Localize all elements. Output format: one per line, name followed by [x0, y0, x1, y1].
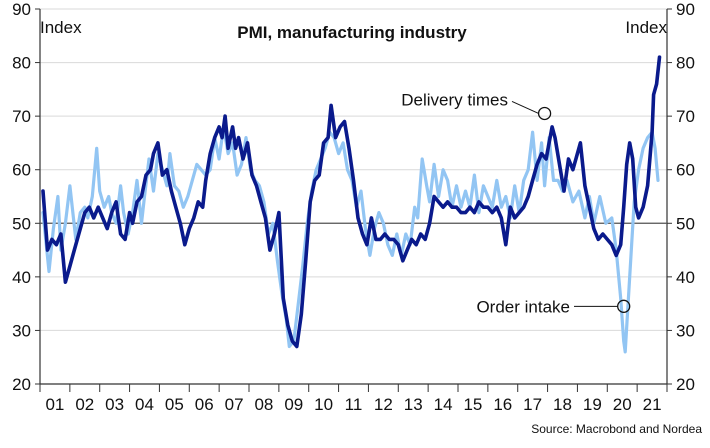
xtick-label-11: 11	[345, 395, 363, 414]
ytick-label-left-30: 30	[12, 321, 31, 340]
ytick-label-left-70: 70	[12, 107, 31, 126]
series-lines	[41, 55, 662, 354]
y-axis-right: 20 30 40 50 60 70 80 90	[667, 0, 695, 394]
annotation-order-intake-marker	[617, 299, 631, 313]
annotation-order-intake-label: Order intake	[476, 297, 570, 316]
series-order-intake-line	[41, 125, 660, 354]
xtick-label-21: 21	[643, 395, 662, 414]
xtick-label-10: 10	[314, 395, 333, 414]
xtick-label-16: 16	[493, 395, 512, 414]
annotation-delivery-times-marker	[537, 106, 552, 121]
annotation-delivery-times-leader	[511, 101, 539, 114]
series-delivery-times-line	[41, 55, 662, 349]
source-note: Source: Macrobond and Nordea	[531, 422, 702, 436]
xtick-label-17: 17	[523, 395, 542, 414]
ytick-label-left-20: 20	[12, 375, 31, 394]
ytick-label-left-40: 40	[12, 268, 31, 287]
ytick-label-right-90: 90	[676, 0, 695, 19]
xtick-label-03: 03	[105, 395, 124, 414]
ytick-label-left-90: 90	[12, 0, 31, 19]
y-axis-right-label: Index	[625, 18, 667, 37]
xtick-label-18: 18	[553, 395, 572, 414]
ytick-label-right-50: 50	[676, 214, 695, 233]
y-axis-left-label: Index	[40, 18, 82, 37]
xtick-label-15: 15	[463, 395, 482, 414]
xtick-label-07: 07	[225, 395, 244, 414]
xtick-label-04: 04	[135, 395, 154, 414]
ytick-label-right-60: 60	[676, 161, 695, 180]
ytick-label-left-80: 80	[12, 54, 31, 73]
xtick-label-20: 20	[613, 395, 632, 414]
chart-title: PMI, manufacturing industry	[237, 23, 467, 42]
ytick-label-right-80: 80	[676, 54, 695, 73]
annotation-delivery-times-label: Delivery times	[401, 90, 508, 109]
ytick-label-right-30: 30	[676, 321, 695, 340]
xtick-label-13: 13	[404, 395, 423, 414]
ytick-label-right-70: 70	[676, 107, 695, 126]
ytick-label-left-60: 60	[12, 161, 31, 180]
ytick-label-left-50: 50	[12, 214, 31, 233]
xtick-label-19: 19	[583, 395, 602, 414]
ytick-label-right-20: 20	[676, 375, 695, 394]
xtick-label-14: 14	[434, 395, 453, 414]
xtick-label-08: 08	[254, 395, 273, 414]
x-axis: 01 02 03 04 05 06 07 08 09 10 11 12 13 14 15 16 17 18 19 20…	[39, 383, 668, 414]
xtick-label-01: 01	[45, 395, 64, 414]
xtick-label-02: 02	[75, 395, 94, 414]
xtick-label-05: 05	[165, 395, 184, 414]
xtick-label-06: 06	[195, 395, 214, 414]
annotations: Delivery times Order intake	[401, 90, 631, 316]
ytick-label-right-40: 40	[676, 268, 695, 287]
y-axis-left: 20 30 40 50 60 70 80 90	[12, 0, 40, 394]
xtick-label-12: 12	[374, 395, 393, 414]
xtick-label-09: 09	[284, 395, 303, 414]
